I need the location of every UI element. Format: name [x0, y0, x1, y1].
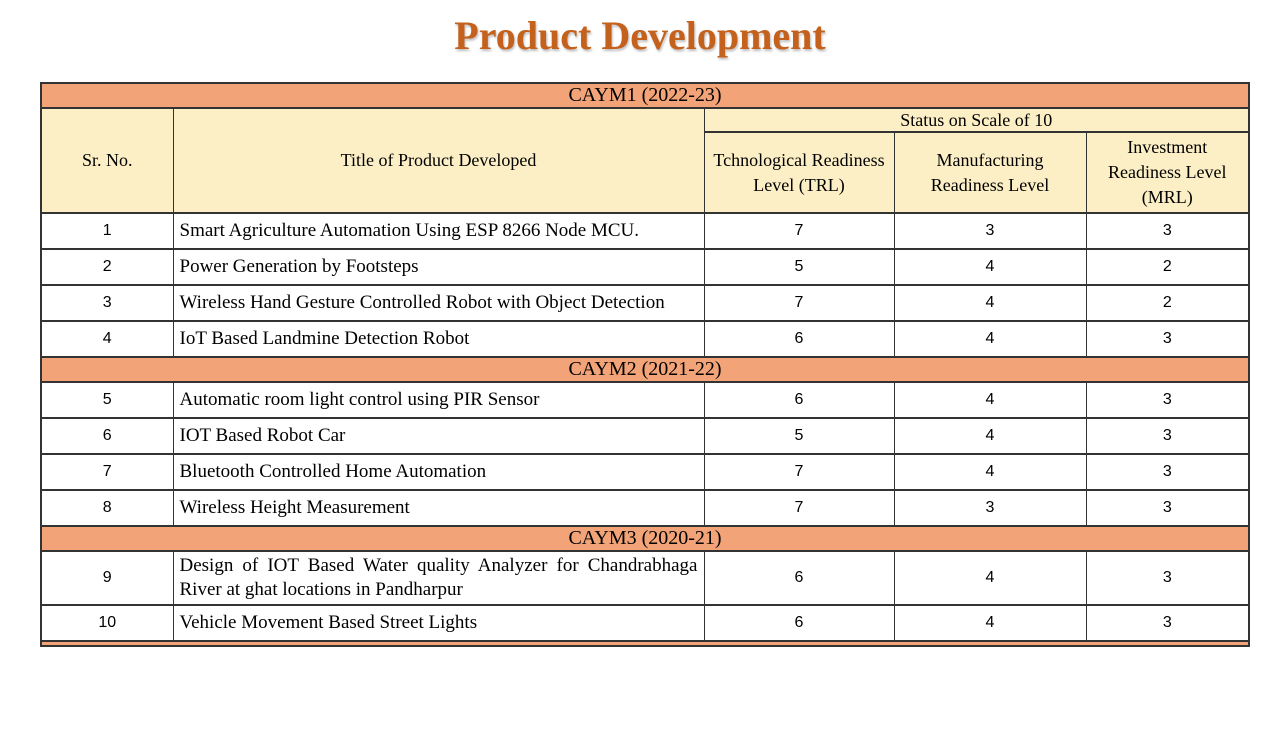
irl-value-cell: 3	[1085, 604, 1250, 642]
table-header-block: CAYM1 (2022-23) Sr. No. Title of Product…	[40, 82, 1250, 214]
trl-value-cell: 5	[703, 248, 895, 286]
section-label: CAYM2 (2021-22)	[40, 356, 1250, 383]
sr-no-cell: 7	[40, 453, 174, 491]
product-title-cell: Bluetooth Controlled Home Automation	[172, 453, 705, 491]
trl-value-cell: 5	[703, 417, 895, 455]
sr-no-cell: 5	[40, 381, 174, 419]
mrl-value-cell: 4	[893, 604, 1087, 642]
mrl-value-cell: 4	[893, 381, 1087, 419]
mrl-value-cell: 3	[893, 212, 1087, 250]
header-cell-mrl: Manufacturing Readiness Level	[893, 131, 1087, 214]
mrl-value-cell: 4	[893, 550, 1087, 606]
product-row: 4 IoT Based Landmine Detection Robot 6 4 3	[40, 320, 1250, 358]
table-footer-block	[40, 640, 1250, 646]
product-row: 10 Vehicle Movement Based Street Lights 6 4…	[40, 604, 1250, 642]
irl-value-cell: 3	[1085, 320, 1250, 358]
product-row: 8 Wireless Height Measurement 7 3 3	[40, 489, 1250, 527]
product-development-table: CAYM1 (2022-23) Sr. No. Title of Product…	[40, 82, 1251, 647]
product-title-cell: Wireless Height Measurement	[172, 489, 705, 527]
sr-no-cell: 2	[40, 248, 174, 286]
mrl-value-cell: 4	[893, 453, 1087, 491]
sr-no-cell: 6	[40, 417, 174, 455]
product-title-cell: IOT Based Robot Car	[172, 417, 705, 455]
sr-no-cell: 3	[40, 284, 174, 322]
mrl-value-cell: 4	[893, 284, 1087, 322]
mrl-value-cell: 3	[893, 489, 1087, 527]
partial-section-row	[40, 640, 1250, 646]
sr-no-cell: 8	[40, 489, 174, 527]
product-row: 2 Power Generation by Footsteps 5 4 2	[40, 248, 1250, 286]
sr-no-cell: 1	[40, 212, 174, 250]
section-label: CAYM3 (2020-21)	[40, 525, 1250, 552]
sr-no-cell: 10	[40, 604, 174, 642]
product-title-cell: Wireless Hand Gesture Controlled Robot w…	[172, 284, 705, 322]
trl-value-cell: 6	[703, 320, 895, 358]
partial-section-strip	[40, 640, 1250, 646]
product-row: 5 Automatic room light control using PIR …	[40, 381, 1250, 419]
header-cell-irl: Investment Readiness Level (MRL)	[1085, 131, 1250, 214]
header-cell-product-title: Title of Product Developed	[172, 107, 705, 214]
trl-value-cell: 6	[703, 604, 895, 642]
product-row: 3 Wireless Hand Gesture Controlled Robot …	[40, 284, 1250, 322]
trl-value-cell: 7	[703, 212, 895, 250]
sr-no-cell: 9	[40, 550, 174, 606]
trl-value-cell: 6	[703, 381, 895, 419]
section-row: CAYM2 (2021-22)	[40, 356, 1250, 383]
section-label: CAYM1 (2022-23)	[40, 82, 1250, 109]
section-row: CAYM3 (2020-21)	[40, 525, 1250, 552]
product-row: 6 IOT Based Robot Car 5 4 3	[40, 417, 1250, 455]
table-data-rows: 1 Smart Agriculture Automation Using ESP …	[40, 212, 1250, 642]
irl-value-cell: 2	[1085, 284, 1250, 322]
product-title-cell: Power Generation by Footsteps	[172, 248, 705, 286]
product-title-cell: Design of IOT Based Water quality Analyz…	[172, 550, 705, 606]
product-row: 1 Smart Agriculture Automation Using ESP …	[40, 212, 1250, 250]
page-title: Product Development	[454, 13, 826, 58]
irl-value-cell: 3	[1085, 550, 1250, 606]
product-title-cell: IoT Based Landmine Detection Robot	[172, 320, 705, 358]
product-row: 9 Design of IOT Based Water quality Analy…	[40, 550, 1250, 606]
header-cell-status: Status on Scale of 10	[703, 107, 1250, 133]
header-cell-trl: Tchnological Readiness Level (TRL)	[703, 131, 895, 214]
irl-value-cell: 3	[1085, 417, 1250, 455]
mrl-value-cell: 4	[893, 417, 1087, 455]
trl-value-cell: 7	[703, 453, 895, 491]
product-row: 7 Bluetooth Controlled Home Automation 7 4 3	[40, 453, 1250, 491]
irl-value-cell: 3	[1085, 453, 1250, 491]
trl-value-cell: 6	[703, 550, 895, 606]
product-title-cell: Smart Agriculture Automation Using ESP 8…	[172, 212, 705, 250]
irl-value-cell: 2	[1085, 248, 1250, 286]
product-title-cell: Automatic room light control using PIR S…	[172, 381, 705, 419]
header-cell-sr-no: Sr. No.	[40, 107, 174, 214]
irl-value-cell: 3	[1085, 212, 1250, 250]
trl-value-cell: 7	[703, 284, 895, 322]
mrl-value-cell: 4	[893, 248, 1087, 286]
header-row-top: Sr. No. Title of Product Developed Statu…	[40, 107, 1250, 214]
sr-no-cell: 4	[40, 320, 174, 358]
mrl-value-cell: 4	[893, 320, 1087, 358]
product-title-cell: Vehicle Movement Based Street Lights	[172, 604, 705, 642]
section-row-caym1: CAYM1 (2022-23)	[40, 82, 1250, 109]
irl-value-cell: 3	[1085, 381, 1250, 419]
trl-value-cell: 7	[703, 489, 895, 527]
header-row-status-columns: Tchnological Readiness Level (TRL) Manuf…	[41, 131, 1250, 214]
irl-value-cell: 3	[1085, 489, 1250, 527]
